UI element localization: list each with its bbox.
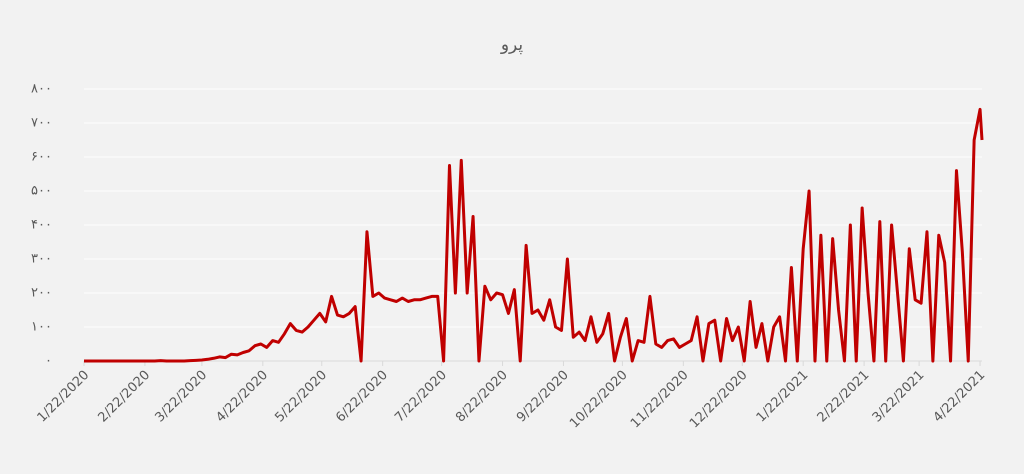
y-tick-label: ۳۰۰ — [31, 252, 52, 267]
data-line — [84, 107, 984, 363]
y-tick-label: ۵۰۰ — [31, 184, 52, 199]
chart-title: پرو — [500, 35, 524, 55]
y-tick-label: ۷۰۰ — [31, 116, 52, 131]
y-tick-label: ۶۰۰ — [31, 150, 52, 165]
y-tick-label: ۱۰۰ — [31, 320, 52, 335]
y-tick-label: ۰ — [45, 354, 52, 369]
y-tick-label: ۲۰۰ — [31, 286, 52, 301]
y-tick-label: ۴۰۰ — [31, 218, 52, 233]
y-tick-label: ۸۰۰ — [31, 82, 52, 97]
